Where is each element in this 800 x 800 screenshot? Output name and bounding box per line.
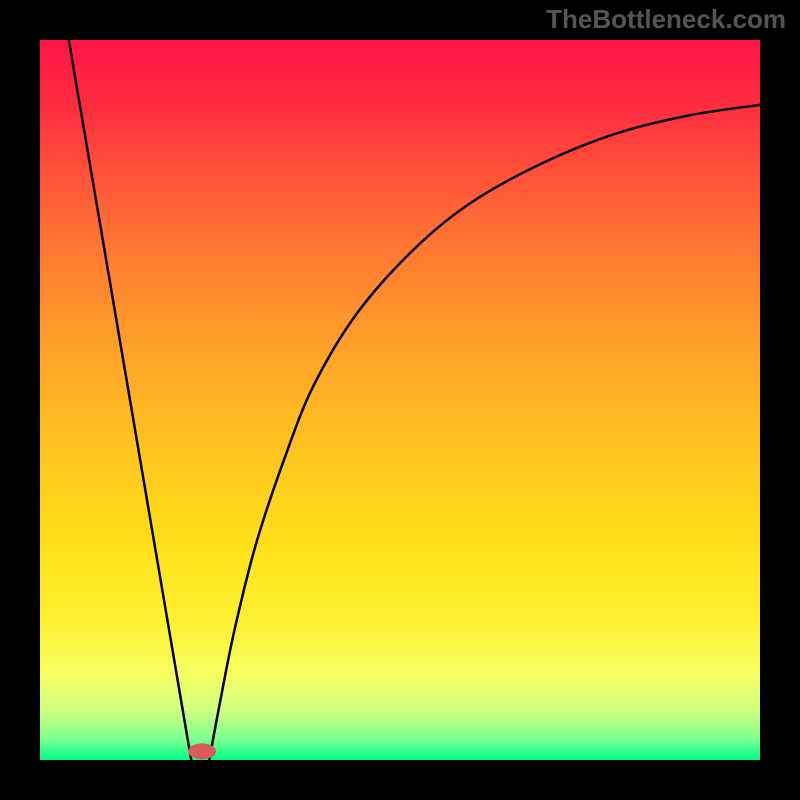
plot-svg — [40, 40, 760, 760]
watermark-text: TheBottleneck.com — [546, 4, 786, 35]
plot-area — [40, 40, 760, 760]
gradient-background — [40, 40, 760, 760]
optimal-marker — [188, 743, 216, 759]
chart-container: TheBottleneck.com — [0, 0, 800, 800]
